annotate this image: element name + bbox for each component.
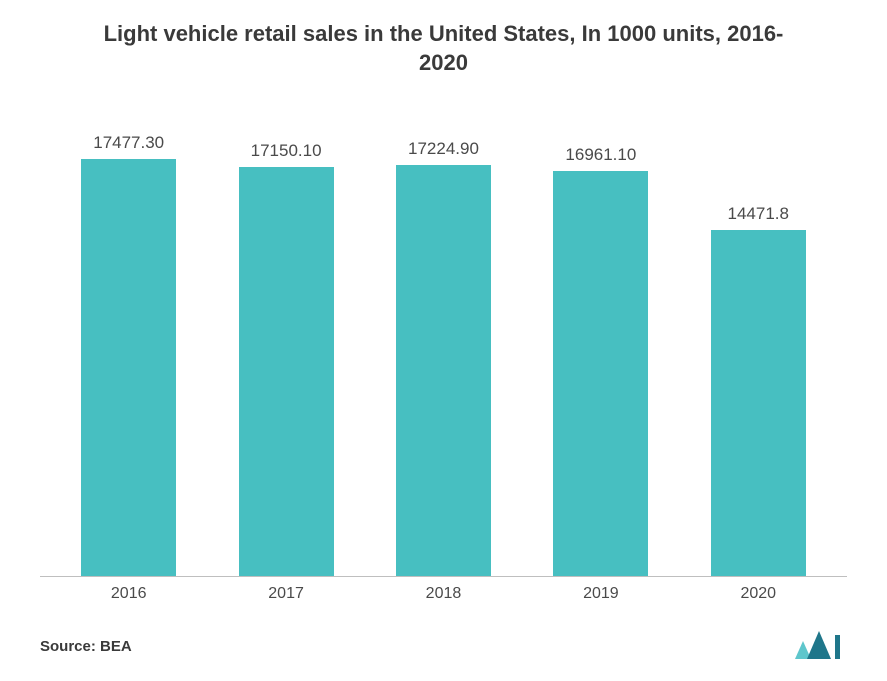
bar-2018	[396, 165, 491, 576]
mi-logo-icon	[795, 629, 847, 659]
bar-group: 17477.30	[54, 107, 204, 576]
chart-title: Light vehicle retail sales in the United…	[94, 20, 794, 77]
bar-2017	[239, 167, 334, 577]
x-tick-label: 2017	[211, 585, 361, 603]
x-tick-label: 2016	[54, 585, 204, 603]
bar-value-label: 14471.8	[728, 204, 789, 224]
bar-value-label: 17150.10	[251, 141, 322, 161]
bar-2019	[553, 171, 648, 576]
bar-2016	[81, 159, 176, 577]
chart-plot-area: 17477.30 17150.10 17224.90 16961.10 1447…	[40, 107, 847, 577]
bar-group: 14471.8	[683, 107, 833, 576]
bar-group: 16961.10	[526, 107, 676, 576]
x-axis: 2016 2017 2018 2019 2020	[40, 577, 847, 603]
bar-group: 17224.90	[368, 107, 518, 576]
bar-2020	[711, 230, 806, 576]
bar-value-label: 17477.30	[93, 133, 164, 153]
x-tick-label: 2020	[683, 585, 833, 603]
bar-value-label: 16961.10	[565, 145, 636, 165]
bar-value-label: 17224.90	[408, 139, 479, 159]
source-label: Source: BEA	[40, 638, 132, 655]
x-tick-label: 2019	[526, 585, 676, 603]
x-tick-label: 2018	[368, 585, 518, 603]
bar-group: 17150.10	[211, 107, 361, 576]
